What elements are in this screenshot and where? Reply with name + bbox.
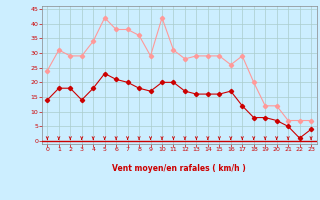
X-axis label: Vent moyen/en rafales ( km/h ): Vent moyen/en rafales ( km/h ) [112,164,246,173]
